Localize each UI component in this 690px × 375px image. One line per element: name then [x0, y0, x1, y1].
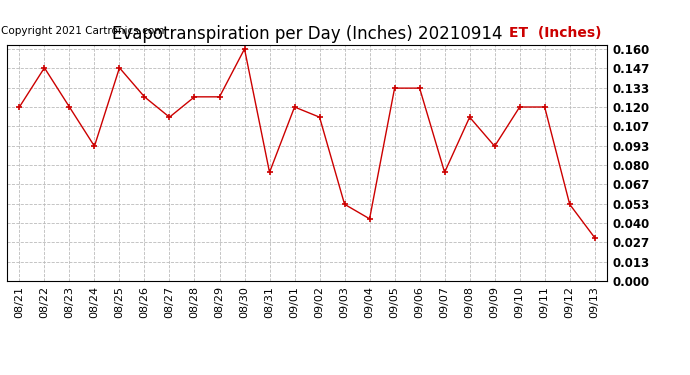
- Text: Copyright 2021 Cartronics.com: Copyright 2021 Cartronics.com: [1, 26, 164, 36]
- Title: Evapotranspiration per Day (Inches) 20210914: Evapotranspiration per Day (Inches) 2021…: [112, 26, 502, 44]
- Text: ET  (Inches): ET (Inches): [509, 26, 601, 40]
